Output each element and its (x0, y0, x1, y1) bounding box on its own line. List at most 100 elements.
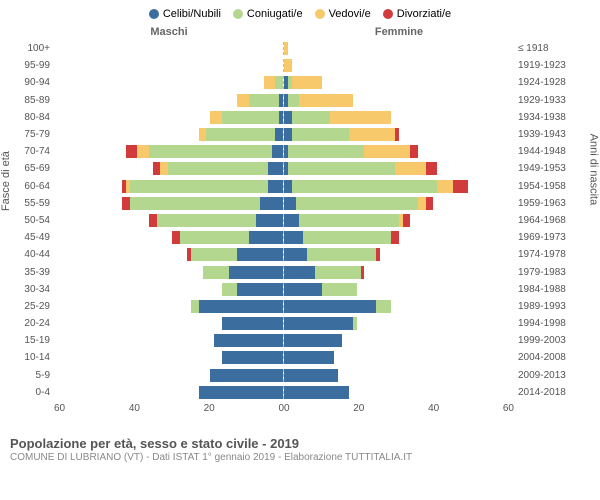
segment (268, 162, 283, 175)
birth-label: 1944-1948 (514, 146, 584, 157)
age-label: 35-39 (10, 267, 54, 278)
segment (426, 197, 434, 210)
segment (284, 369, 338, 382)
bar-female (284, 386, 514, 399)
age-label: 70-74 (10, 146, 54, 157)
footer-title: Popolazione per età, sesso e stato civil… (10, 436, 590, 451)
age-label: 15-19 (10, 335, 54, 346)
segment (237, 94, 249, 107)
column-headers: Maschi Femmine (10, 26, 590, 38)
segment (279, 94, 283, 107)
age-row: 25-291989-1993 (10, 298, 590, 315)
footer-sub: COMUNE DI LUBRIANO (VT) - Dati ISTAT 1° … (10, 452, 590, 463)
segment (222, 317, 283, 330)
bar-female (284, 59, 514, 72)
segment (284, 42, 288, 55)
age-row: 5-9 2009-2013 (10, 367, 590, 384)
legend-swatch (315, 9, 325, 19)
birth-label: 1964-1968 (514, 215, 584, 226)
segment (249, 231, 284, 244)
segment (275, 128, 283, 141)
birth-label: 2009-2013 (514, 370, 584, 381)
segment (191, 248, 237, 261)
bar-male (54, 145, 284, 158)
birth-label: 1979-1983 (514, 267, 584, 278)
birth-label: 1949-1953 (514, 163, 584, 174)
legend-swatch (149, 9, 159, 19)
segment (275, 76, 283, 89)
birth-label: 1934-1938 (514, 112, 584, 123)
segment (284, 283, 322, 296)
bar-male (54, 386, 284, 399)
bar-male (54, 214, 284, 227)
segment (260, 197, 283, 210)
x-tick: 40 (428, 403, 439, 414)
age-label: 5-9 (10, 370, 54, 381)
segment (284, 128, 292, 141)
age-row: 80-841934-1938 (10, 109, 590, 126)
age-row: 20-241994-1998 (10, 315, 590, 332)
bar-female (284, 317, 514, 330)
age-label: 85-89 (10, 95, 54, 106)
bar-male (54, 180, 284, 193)
bar-male (54, 248, 284, 261)
rows-container: 100+≤ 191895-991919-192390-941924-192885… (10, 40, 590, 401)
age-label: 100+ (10, 43, 54, 54)
age-label: 20-24 (10, 318, 54, 329)
birth-label: 1919-1923 (514, 60, 584, 71)
age-label: 55-59 (10, 198, 54, 209)
segment (315, 266, 361, 279)
segment (130, 197, 260, 210)
age-label: 45-49 (10, 232, 54, 243)
age-label: 90-94 (10, 77, 54, 88)
bar-male (54, 283, 284, 296)
segment (395, 128, 399, 141)
bar-female (284, 76, 514, 89)
x-axis-left: 6040200 (54, 403, 284, 414)
segment (199, 386, 283, 399)
age-row: 10-142004-2008 (10, 349, 590, 366)
segment (284, 197, 296, 210)
age-label: 25-29 (10, 301, 54, 312)
segment (284, 231, 303, 244)
bar-male (54, 162, 284, 175)
segment (353, 317, 357, 330)
segment (292, 111, 330, 124)
bar-female (284, 94, 514, 107)
segment (172, 231, 180, 244)
age-row: 30-341984-1988 (10, 281, 590, 298)
segment (284, 180, 292, 193)
age-row: 95-991919-1923 (10, 57, 590, 74)
segment (330, 111, 391, 124)
segment (296, 197, 419, 210)
bar-male (54, 128, 284, 141)
bar-male (54, 76, 284, 89)
segment (303, 231, 391, 244)
x-tick: 60 (54, 403, 65, 414)
segment (130, 180, 268, 193)
bar-female (284, 266, 514, 279)
age-label: 10-14 (10, 352, 54, 363)
age-row: 15-19 1999-2003 (10, 332, 590, 349)
x-tick: 60 (503, 403, 514, 414)
bar-male (54, 59, 284, 72)
bar-female (284, 334, 514, 347)
segment (160, 162, 168, 175)
segment (149, 145, 272, 158)
segment (157, 214, 257, 227)
birth-label: 1999-2003 (514, 335, 584, 346)
legend-label: Divorziati/e (397, 8, 451, 20)
bar-female (284, 42, 514, 55)
age-label: 50-54 (10, 215, 54, 226)
age-row: 75-791939-1943 (10, 126, 590, 143)
legend-swatch (383, 9, 393, 19)
segment (214, 334, 283, 347)
age-label: 0-4 (10, 387, 54, 398)
segment (292, 180, 438, 193)
segment (284, 214, 299, 227)
age-row: 70-74 1944-1948 (10, 143, 590, 160)
birth-label: 1974-1978 (514, 249, 584, 260)
segment (153, 162, 161, 175)
legend-label: Celibi/Nubili (163, 8, 221, 20)
birth-label: 1939-1943 (514, 129, 584, 140)
